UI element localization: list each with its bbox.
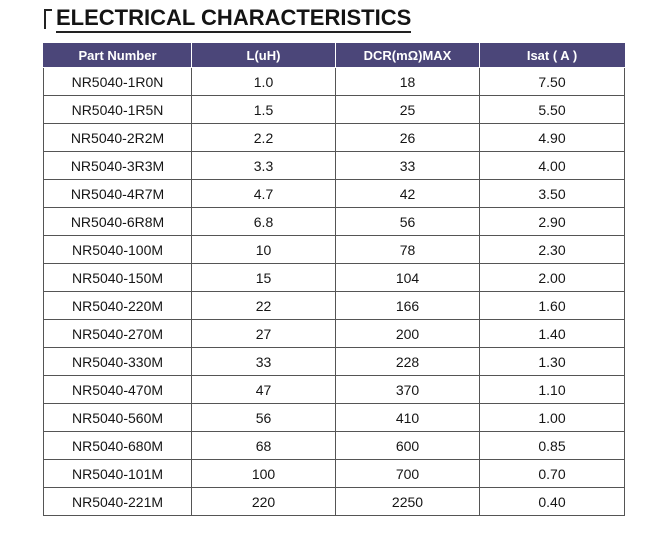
isat-cell: 2.30	[479, 235, 625, 264]
part-number-cell: NR5040-1R5N	[43, 95, 192, 124]
dcr-cell: 33	[335, 151, 480, 180]
column-header-isat: Isat ( A )	[479, 43, 625, 68]
dcr-cell: 78	[335, 235, 480, 264]
table-row: NR5040-220M 22 166 1.60	[43, 291, 625, 320]
inductance-cell: 27	[191, 319, 336, 348]
inductance-cell: 10	[191, 235, 336, 264]
part-number-cell: NR5040-100M	[43, 235, 192, 264]
column-header-part-number: Part Number	[43, 43, 192, 68]
table-row: NR5040-100M 10 78 2.30	[43, 235, 625, 264]
table-body: NR5040-1R0N 1.0 18 7.50 NR5040-1R5N 1.5 25 5.50…	[43, 67, 625, 516]
isat-cell: 2.90	[479, 207, 625, 236]
column-header-dcr: DCR(mΩ)MAX	[335, 43, 480, 68]
section-heading: ELECTRICAL CHARACTERISTICS	[44, 5, 412, 33]
isat-cell: 2.00	[479, 263, 625, 292]
table-row: NR5040-560M 56 410 1.00	[43, 403, 625, 432]
table-row: NR5040-6R8M 6.8 56 2.90	[43, 207, 625, 236]
dcr-cell: 410	[335, 403, 480, 432]
table-row: NR5040-270M 27 200 1.40	[43, 319, 625, 348]
table-row: NR5040-470M 47 370 1.10	[43, 375, 625, 404]
dcr-cell: 600	[335, 431, 480, 460]
part-number-cell: NR5040-560M	[43, 403, 192, 432]
dcr-cell: 18	[335, 67, 480, 96]
isat-cell: 1.40	[479, 319, 625, 348]
page-title: ELECTRICAL CHARACTERISTICS	[56, 5, 412, 33]
inductance-cell: 100	[191, 459, 336, 488]
inductance-cell: 6.8	[191, 207, 336, 236]
part-number-cell: NR5040-6R8M	[43, 207, 192, 236]
electrical-characteristics-table: Part Number L(uH) DCR(mΩ)MAX Isat ( A ) …	[43, 43, 625, 516]
part-number-cell: NR5040-101M	[43, 459, 192, 488]
inductance-cell: 68	[191, 431, 336, 460]
isat-cell: 1.10	[479, 375, 625, 404]
table-row: NR5040-680M 68 600 0.85	[43, 431, 625, 460]
isat-cell: 3.50	[479, 179, 625, 208]
dcr-cell: 2250	[335, 487, 480, 516]
isat-cell: 4.00	[479, 151, 625, 180]
isat-cell: 4.90	[479, 123, 625, 152]
table-row: NR5040-3R3M 3.3 33 4.00	[43, 151, 625, 180]
table-row: NR5040-1R5N 1.5 25 5.50	[43, 95, 625, 124]
dcr-cell: 200	[335, 319, 480, 348]
dcr-cell: 26	[335, 123, 480, 152]
inductance-cell: 47	[191, 375, 336, 404]
isat-cell: 7.50	[479, 67, 625, 96]
part-number-cell: NR5040-270M	[43, 319, 192, 348]
part-number-cell: NR5040-150M	[43, 263, 192, 292]
inductance-cell: 15	[191, 263, 336, 292]
table-row: NR5040-2R2M 2.2 26 4.90	[43, 123, 625, 152]
isat-cell: 5.50	[479, 95, 625, 124]
isat-cell: 0.40	[479, 487, 625, 516]
inductance-cell: 3.3	[191, 151, 336, 180]
dcr-cell: 25	[335, 95, 480, 124]
inductance-cell: 22	[191, 291, 336, 320]
part-number-cell: NR5040-330M	[43, 347, 192, 376]
table-header-row: Part Number L(uH) DCR(mΩ)MAX Isat ( A )	[43, 43, 625, 68]
part-number-cell: NR5040-220M	[43, 291, 192, 320]
dcr-cell: 700	[335, 459, 480, 488]
dcr-cell: 228	[335, 347, 480, 376]
table-row: NR5040-150M 15 104 2.00	[43, 263, 625, 292]
isat-cell: 0.70	[479, 459, 625, 488]
dcr-cell: 370	[335, 375, 480, 404]
table-row: NR5040-221M 220 2250 0.40	[43, 487, 625, 516]
inductance-cell: 220	[191, 487, 336, 516]
dcr-cell: 166	[335, 291, 480, 320]
isat-cell: 0.85	[479, 431, 625, 460]
part-number-cell: NR5040-680M	[43, 431, 192, 460]
table-row: NR5040-1R0N 1.0 18 7.50	[43, 67, 625, 96]
isat-cell: 1.00	[479, 403, 625, 432]
part-number-cell: NR5040-2R2M	[43, 123, 192, 152]
inductance-cell: 1.0	[191, 67, 336, 96]
column-header-inductance: L(uH)	[191, 43, 336, 68]
dcr-cell: 42	[335, 179, 480, 208]
table-row: NR5040-330M 33 228 1.30	[43, 347, 625, 376]
part-number-cell: NR5040-3R3M	[43, 151, 192, 180]
heading-bracket-mark	[44, 9, 52, 29]
part-number-cell: NR5040-470M	[43, 375, 192, 404]
inductance-cell: 1.5	[191, 95, 336, 124]
isat-cell: 1.30	[479, 347, 625, 376]
inductance-cell: 56	[191, 403, 336, 432]
isat-cell: 1.60	[479, 291, 625, 320]
dcr-cell: 104	[335, 263, 480, 292]
inductance-cell: 2.2	[191, 123, 336, 152]
inductance-cell: 4.7	[191, 179, 336, 208]
inductance-cell: 33	[191, 347, 336, 376]
table-row: NR5040-101M 100 700 0.70	[43, 459, 625, 488]
part-number-cell: NR5040-4R7M	[43, 179, 192, 208]
part-number-cell: NR5040-221M	[43, 487, 192, 516]
part-number-cell: NR5040-1R0N	[43, 67, 192, 96]
table-row: NR5040-4R7M 4.7 42 3.50	[43, 179, 625, 208]
dcr-cell: 56	[335, 207, 480, 236]
